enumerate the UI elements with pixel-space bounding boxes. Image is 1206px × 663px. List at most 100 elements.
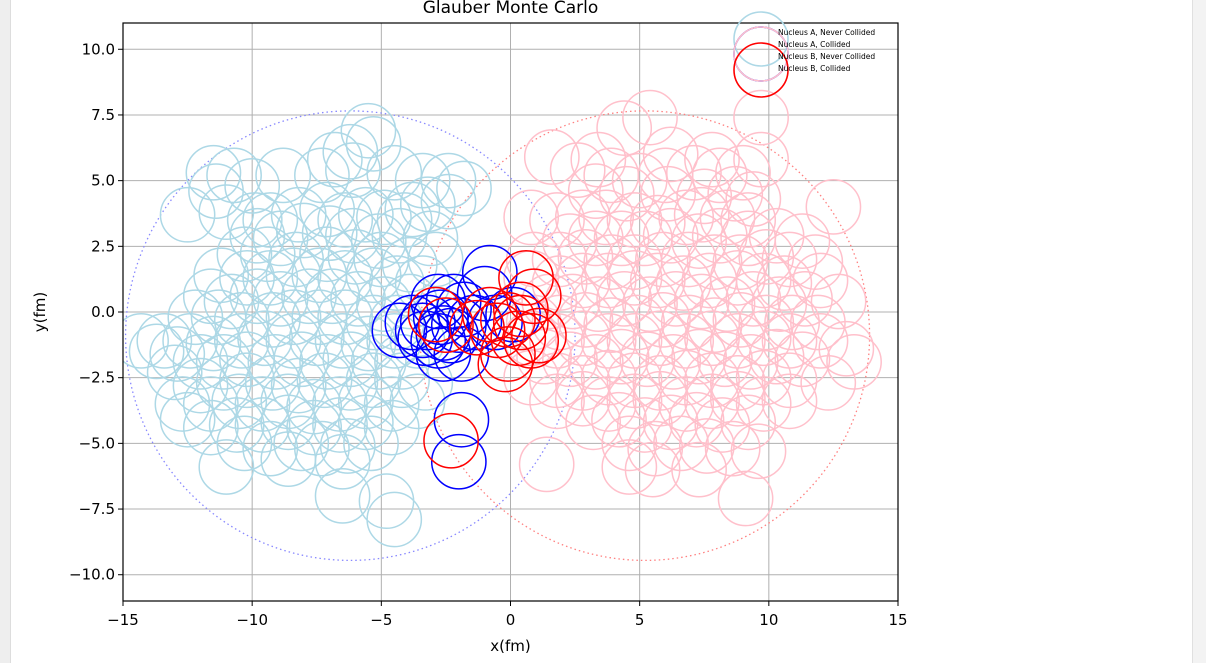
nucleon-marker [296, 352, 353, 409]
nucleon-marker [591, 391, 647, 448]
nucleon-marker [699, 276, 756, 332]
nucleon-marker [340, 102, 397, 159]
nucleon-marker [265, 289, 322, 346]
legend-entry-label: Nucleus A, Collided [778, 40, 851, 49]
nucleon-marker [213, 292, 270, 348]
y-tick-label: −10.0 [69, 566, 115, 584]
nucleon-marker [461, 244, 518, 301]
nucleon-marker [542, 213, 598, 269]
nucleon-marker [761, 373, 818, 430]
nucleon-marker [314, 468, 371, 524]
nucleon-marker [686, 234, 743, 290]
nucleon-marker [684, 310, 740, 367]
y-axis-label: y(fm) [31, 292, 49, 332]
legend-entry-label: Nucleus B, Collided [778, 64, 851, 73]
nucleon-marker [229, 207, 286, 264]
x-axis-label: x(fm) [490, 637, 530, 655]
nucleon-marker [368, 255, 425, 311]
x-axis-ticks: −15 −10 −5 0 5 10 15 [107, 601, 908, 629]
nucleon-marker [242, 192, 299, 248]
legend-marker [733, 11, 789, 67]
y-tick-label: 5.0 [91, 172, 115, 190]
nucleon-marker [469, 302, 526, 359]
nucleon-marker [242, 420, 299, 477]
nucleon-marker [735, 252, 792, 309]
nucleon-marker [420, 152, 477, 209]
nucleon-marker [712, 292, 769, 348]
nucleon-marker [477, 336, 534, 393]
nucleon-marker [660, 294, 717, 351]
nucleon-marker [436, 160, 492, 217]
nucleon-marker [275, 202, 332, 259]
nucleon-marker [622, 89, 678, 146]
nucleon-marker [294, 420, 350, 477]
y-tick-label: −2.5 [79, 369, 115, 387]
nucleon-marker [337, 373, 394, 430]
nucleon-marker [270, 186, 327, 243]
nucleon-marker [730, 423, 787, 480]
x-tick-label: 0 [506, 611, 516, 629]
series-3 [407, 249, 567, 469]
nucleon-marker [337, 394, 394, 451]
nucleon-marker [418, 297, 474, 354]
nucleon-marker [270, 357, 327, 414]
nucleon-marker [337, 186, 394, 243]
nucleon-marker [159, 391, 216, 448]
chart-title: Glauber Monte Carlo [423, 0, 599, 18]
nucleon-marker [787, 234, 844, 290]
x-tick-label: 15 [888, 611, 907, 629]
nucleon-marker [503, 189, 560, 246]
nucleon-marker [601, 439, 658, 495]
nucleon-marker [676, 168, 733, 225]
nucleon-marker [611, 152, 668, 209]
nucleon-marker [433, 391, 490, 448]
nucleon-marker [374, 334, 430, 390]
nucleon-marker [172, 357, 229, 414]
nucleon-marker [624, 441, 681, 498]
nucleon-marker [407, 286, 464, 343]
x-tick-label: −5 [370, 611, 392, 629]
nucleon-marker [219, 352, 275, 409]
nucleon-marker [790, 294, 846, 351]
nucleon-marker [606, 373, 663, 430]
nucleon-marker [774, 213, 831, 269]
nucleon-marker [720, 192, 777, 248]
nucleon-marker [430, 433, 487, 490]
nucleon-marker [306, 131, 363, 188]
x-tick-label: −15 [107, 611, 139, 629]
nucleon-marker [660, 231, 717, 288]
nucleon-marker [182, 399, 239, 456]
nucleon-marker [704, 420, 761, 477]
nucleon-marker [722, 334, 779, 390]
nucleon-marker [273, 415, 330, 472]
nucleon-marker [260, 394, 317, 451]
nucleon-marker [366, 491, 423, 548]
nucleon-marker [544, 273, 601, 330]
nucleon-marker [645, 334, 702, 390]
nucleon-marker [671, 441, 727, 498]
right-scrollbar-track[interactable] [1192, 0, 1206, 663]
nucleon-marker [629, 194, 686, 251]
nucleon-marker [216, 226, 273, 283]
nucleon-marker [185, 144, 242, 201]
nucleon-marker [735, 376, 792, 432]
nucleon-marker [818, 320, 875, 377]
nucleon-marker [317, 249, 374, 306]
nucleon-marker [523, 129, 580, 185]
nucleon-marker [596, 100, 653, 156]
nucleon-marker [198, 184, 255, 241]
nucleon-marker [389, 373, 446, 430]
nucleon-marker [810, 273, 867, 330]
nucleon-marker [554, 370, 611, 427]
nucleon-marker [567, 210, 624, 267]
nucleon-marker [368, 294, 425, 351]
nucleon-marker [691, 147, 748, 204]
legend-entry-label: Nucleus A, Never Collided [778, 28, 875, 37]
nucleon-marker [384, 181, 441, 238]
nucleon-marker [430, 297, 487, 354]
nucleon-marker [350, 334, 407, 390]
x-tick-label: 10 [759, 611, 778, 629]
nucleon-marker [304, 268, 361, 325]
nucleon-marker [549, 142, 606, 199]
